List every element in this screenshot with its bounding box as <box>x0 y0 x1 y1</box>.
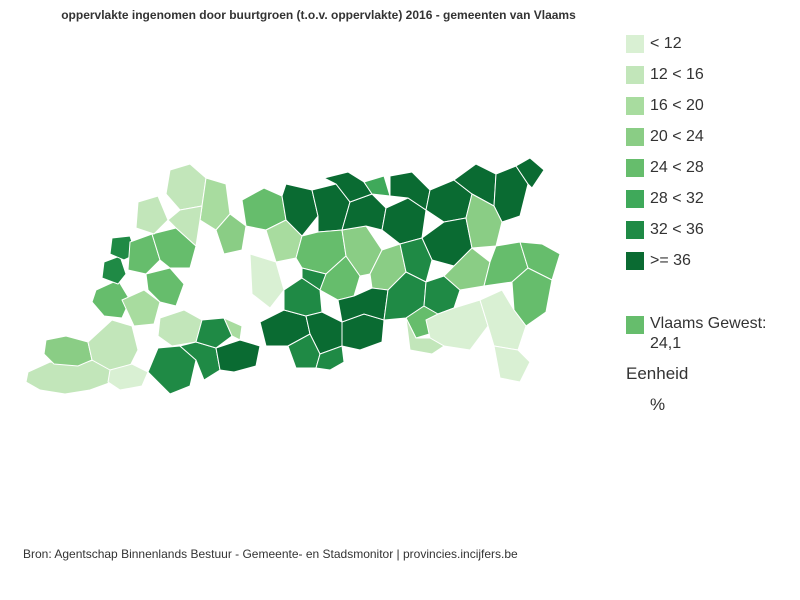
legend-swatch <box>626 97 644 115</box>
legend-item-32-36[interactable]: 32 < 36 <box>626 220 796 251</box>
municipality[interactable] <box>165 163 207 211</box>
legend-item-lt12[interactable]: < 12 <box>626 34 796 65</box>
legend-item-28-32[interactable]: 28 < 32 <box>626 189 796 220</box>
municipality[interactable] <box>167 205 203 247</box>
legend-label: 28 < 32 <box>650 190 704 207</box>
legend-swatch <box>626 128 644 146</box>
legend: < 12 12 < 16 16 < 20 20 < 24 24 < 28 28 … <box>626 34 796 414</box>
municipality[interactable] <box>195 317 233 349</box>
municipality[interactable] <box>43 335 93 367</box>
legend-label: < 12 <box>650 35 682 52</box>
legend-label: 12 < 16 <box>650 66 704 83</box>
municipality[interactable] <box>337 287 389 323</box>
legend-swatch <box>626 35 644 53</box>
legend-label: 16 < 20 <box>650 97 704 114</box>
map-title: oppervlakte ingenomen door buurtgroen (t… <box>61 8 576 22</box>
municipality[interactable] <box>215 339 261 373</box>
municipality[interactable] <box>519 241 561 281</box>
municipality[interactable] <box>515 157 545 189</box>
legend-item-16-20[interactable]: 16 < 20 <box>626 96 796 127</box>
legend-item-20-24[interactable]: 20 < 24 <box>626 127 796 158</box>
unit-title: Eenheid <box>626 364 689 383</box>
municipality[interactable] <box>399 237 433 283</box>
legend-label: 20 < 24 <box>650 128 704 145</box>
municipality[interactable] <box>315 345 345 371</box>
map-east[interactable] <box>259 157 561 383</box>
municipality[interactable] <box>157 309 203 347</box>
legend-label: 24 < 28 <box>650 159 704 176</box>
legend-item-gte36[interactable]: >= 36 <box>626 251 796 282</box>
legend-swatch <box>626 221 644 239</box>
municipality[interactable] <box>87 319 139 371</box>
municipality[interactable] <box>479 289 527 351</box>
municipality[interactable] <box>493 345 531 383</box>
municipality[interactable] <box>215 213 247 255</box>
municipality[interactable] <box>121 289 161 327</box>
municipality[interactable] <box>135 195 169 235</box>
municipality[interactable] <box>405 317 445 355</box>
choropleth-map[interactable] <box>20 150 580 410</box>
municipality[interactable] <box>101 255 127 285</box>
map-west[interactable] <box>25 163 303 395</box>
legend-item-24-28[interactable]: 24 < 28 <box>626 158 796 189</box>
municipality[interactable] <box>223 317 243 341</box>
unit-value: % <box>650 395 666 414</box>
municipality[interactable] <box>249 253 285 309</box>
legend-label: 32 < 36 <box>650 221 704 238</box>
legend-item-12-16[interactable]: 12 < 16 <box>626 65 796 96</box>
region-average-label: Vlaams Gewest: 24,1 <box>650 315 767 352</box>
municipality[interactable] <box>107 363 149 391</box>
legend-swatch <box>626 252 644 270</box>
source-note: Bron: Agentschap Binnenlands Bestuur - G… <box>23 547 518 561</box>
legend-swatch <box>626 316 644 334</box>
legend-label: >= 36 <box>650 252 691 269</box>
legend-swatch <box>626 66 644 84</box>
legend-swatch <box>626 190 644 208</box>
legend-swatch <box>626 159 644 177</box>
municipality[interactable] <box>127 233 161 275</box>
